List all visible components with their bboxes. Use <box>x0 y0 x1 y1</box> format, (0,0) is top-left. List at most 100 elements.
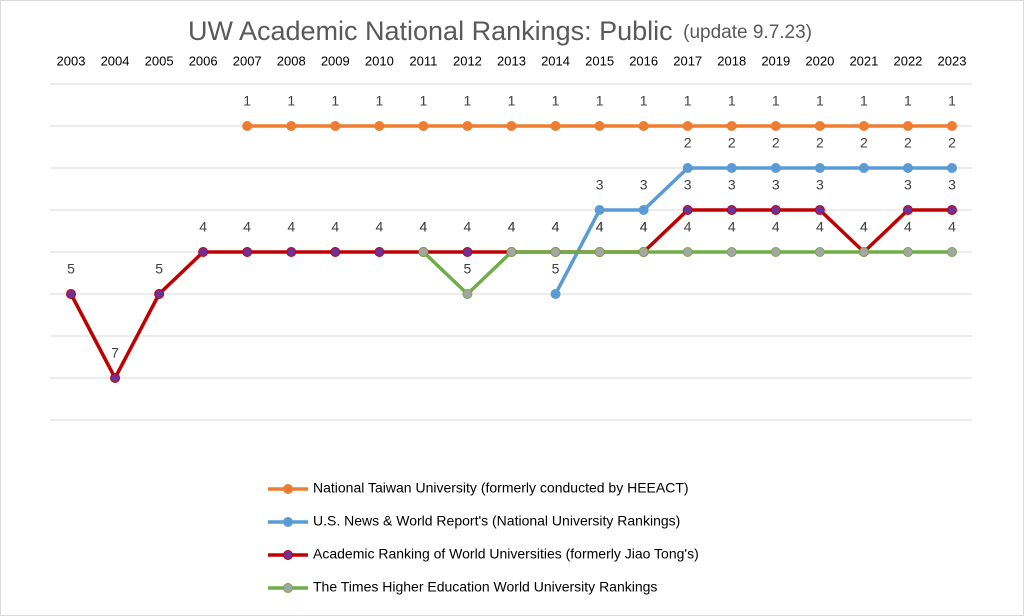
data-label: 4 <box>552 219 560 235</box>
x-tick-label: 2017 <box>673 53 702 68</box>
legend-label: The Times Higher Education World Univers… <box>313 579 657 595</box>
data-label: 2 <box>684 135 692 151</box>
x-tick-label: 2021 <box>849 53 878 68</box>
point <box>638 205 649 215</box>
x-tick-label: 2008 <box>277 53 306 68</box>
point <box>814 205 825 215</box>
data-label: 7 <box>111 345 119 361</box>
x-tick-label: 2019 <box>761 53 790 68</box>
point <box>638 247 649 257</box>
data-label: 4 <box>728 219 736 235</box>
x-tick-label: 2005 <box>145 53 174 68</box>
data-label: 4 <box>860 219 868 235</box>
point <box>770 247 781 257</box>
data-label: 4 <box>199 219 207 235</box>
point <box>286 121 297 131</box>
data-label: 4 <box>596 219 604 235</box>
point <box>902 163 913 173</box>
data-label: 1 <box>331 93 339 109</box>
point <box>770 121 781 131</box>
data-label: 1 <box>596 93 604 109</box>
point <box>726 121 737 131</box>
data-label: 2 <box>772 135 780 151</box>
data-label: 5 <box>552 261 560 277</box>
data-label: 4 <box>552 219 560 235</box>
data-label: 1 <box>772 93 780 109</box>
point <box>418 121 429 131</box>
data-label: 1 <box>684 93 692 109</box>
data-label: 4 <box>287 219 295 235</box>
point <box>594 247 605 257</box>
point <box>198 247 209 257</box>
legend-label: National Taiwan University (formerly con… <box>313 480 689 496</box>
x-tick-label: 2015 <box>585 53 614 68</box>
point <box>858 247 869 257</box>
data-label: 5 <box>155 261 163 277</box>
data-label: 1 <box>287 93 295 109</box>
x-tick-label: 2011 <box>409 53 437 68</box>
x-tick-label: 2004 <box>101 53 130 68</box>
legend-swatch-marker <box>283 583 293 593</box>
data-label: 1 <box>375 93 383 109</box>
data-label: 2 <box>816 135 824 151</box>
point <box>682 205 693 215</box>
data-label: 4 <box>816 219 824 235</box>
data-label: 2 <box>728 135 736 151</box>
point <box>110 373 121 383</box>
data-label: 4 <box>860 219 868 235</box>
data-label: 4 <box>596 219 604 235</box>
point <box>374 247 385 257</box>
data-label: 1 <box>640 93 648 109</box>
data-label: 4 <box>464 219 472 235</box>
data-label: 3 <box>596 177 604 193</box>
point <box>506 247 517 257</box>
x-tick-label: 2006 <box>189 53 218 68</box>
point <box>814 121 825 131</box>
x-tick-label: 2007 <box>233 53 262 68</box>
data-label: 1 <box>816 93 824 109</box>
data-label: 4 <box>420 219 428 235</box>
point <box>947 205 957 215</box>
data-label: 3 <box>640 177 648 193</box>
x-tick-label: 2010 <box>365 53 394 68</box>
legend-swatch-marker <box>283 550 293 560</box>
data-label: 4 <box>508 219 516 235</box>
point <box>726 163 737 173</box>
data-label: 5 <box>67 261 75 277</box>
chart-title: UW Academic National Rankings: Public <box>188 16 673 46</box>
point <box>330 247 341 257</box>
data-label: 4 <box>375 219 383 235</box>
data-label: 4 <box>243 219 251 235</box>
point <box>462 289 473 299</box>
point <box>726 205 737 215</box>
legend-swatch-marker <box>283 484 293 494</box>
point <box>330 121 341 131</box>
chart-subtitle: (update 9.7.23) <box>683 22 812 43</box>
point <box>814 247 825 257</box>
point <box>682 121 693 131</box>
point <box>682 163 693 173</box>
x-tick-label: 2023 <box>938 53 967 68</box>
data-label: 3 <box>904 177 912 193</box>
point <box>726 247 737 257</box>
data-label: 5 <box>464 261 472 277</box>
series-line <box>554 166 952 295</box>
x-tick-label: 2018 <box>717 53 746 68</box>
point <box>550 247 561 257</box>
point <box>594 121 605 131</box>
x-tick-label: 2020 <box>805 53 834 68</box>
data-label: 1 <box>420 93 428 109</box>
data-label: 1 <box>904 93 912 109</box>
data-label: 2 <box>904 135 912 151</box>
data-label: 3 <box>772 177 780 193</box>
point <box>418 247 429 257</box>
point <box>242 121 253 131</box>
point <box>638 121 649 131</box>
point <box>462 121 473 131</box>
data-label: 1 <box>508 93 516 109</box>
data-label: 3 <box>728 177 736 193</box>
data-label: 3 <box>684 177 692 193</box>
data-label: 4 <box>420 219 428 235</box>
